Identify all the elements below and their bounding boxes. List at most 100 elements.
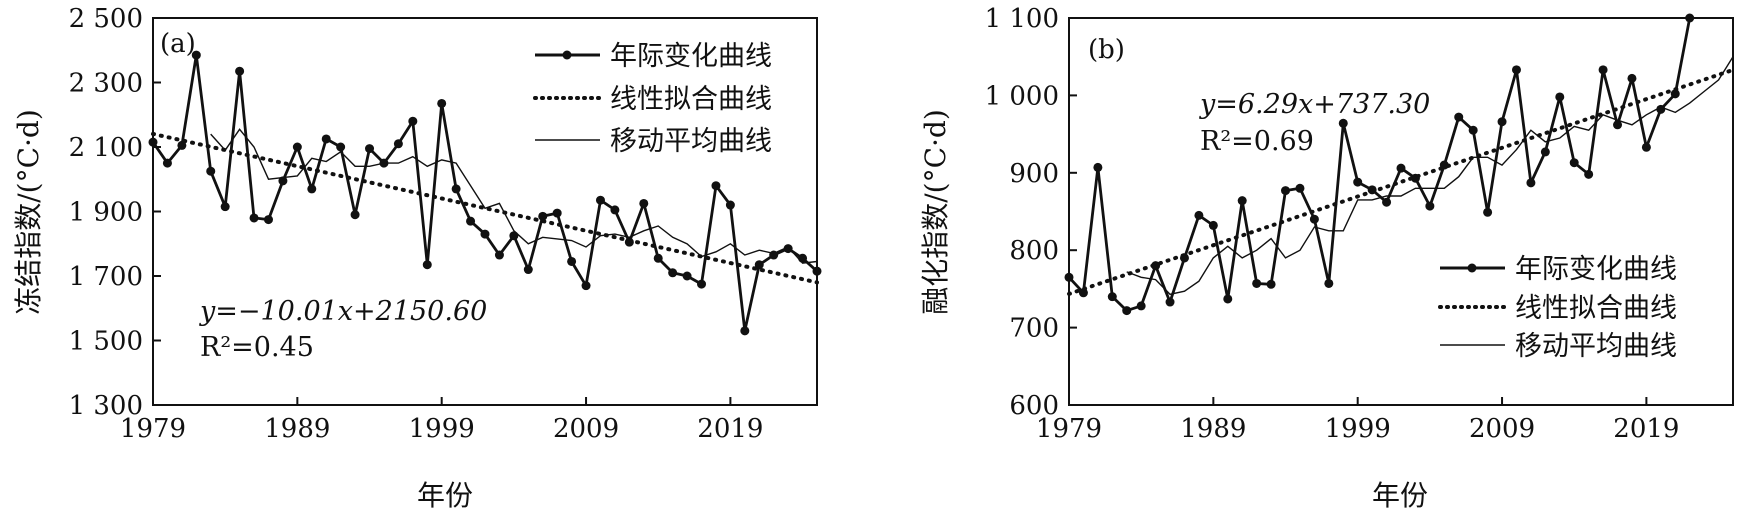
x-tick-label: 1989 — [1180, 414, 1246, 444]
data-point — [1670, 89, 1680, 99]
y-tick-label: 600 — [1009, 391, 1059, 421]
plot-frame — [1068, 17, 1734, 406]
moving-average-line — [1126, 56, 1734, 296]
data-point — [725, 200, 735, 210]
data-point — [1468, 125, 1478, 135]
data-point — [350, 210, 360, 220]
data-point — [220, 202, 230, 212]
data-point — [292, 142, 302, 152]
data-point — [1555, 92, 1565, 102]
data-point — [668, 268, 678, 278]
data-point — [408, 116, 418, 126]
regression-equation: y=6.29x+737.30 — [1199, 89, 1430, 120]
data-point — [162, 158, 172, 168]
data-point — [148, 137, 158, 147]
data-point — [177, 140, 187, 150]
data-point — [1208, 220, 1218, 230]
data-point — [1641, 142, 1651, 152]
data-point — [1454, 112, 1464, 122]
data-point — [581, 281, 591, 291]
y-axis-title: 冻结指数/(°C·d) — [12, 109, 45, 315]
y-tick-label: 800 — [1009, 236, 1059, 266]
legend-label-interannual: 年际变化曲线 — [610, 41, 772, 72]
data-point — [191, 50, 201, 60]
y-tick-label: 2 300 — [69, 69, 143, 99]
data-point — [1223, 294, 1233, 304]
data-point — [1136, 301, 1146, 311]
legend: 年际变化曲线 线性拟合曲线 移动平均曲线 — [1438, 254, 1677, 362]
data-point — [783, 244, 793, 254]
y-tick-label: 1 100 — [985, 4, 1059, 34]
thawing-index-panel: 600 700 800 900 1 000 1 100 1979 1989 1999 2009 20… — [919, 4, 1735, 512]
data-point — [1584, 169, 1594, 179]
data-point — [1569, 158, 1579, 168]
data-point — [595, 195, 605, 205]
data-point — [1526, 178, 1536, 188]
x-tick-label: 1999 — [409, 414, 475, 444]
data-point — [494, 250, 504, 260]
panel-label: (a) — [160, 29, 196, 59]
data-point — [206, 166, 216, 176]
data-point — [1540, 147, 1550, 157]
data-point — [1425, 201, 1435, 211]
legend-marker-interannual — [562, 50, 572, 60]
data-point — [682, 271, 692, 281]
axis-ticks: 1 300 1 500 1 700 1 900 2 100 2 300 2 500 1979 1… — [69, 4, 764, 444]
x-tick-label: 2019 — [1613, 414, 1679, 444]
data-point — [278, 176, 288, 186]
data-point — [740, 326, 750, 336]
data-point — [1151, 261, 1161, 271]
freezing-index-panel: 1 300 1 500 1 700 1 900 2 100 2 300 2 500 1979 1… — [12, 4, 822, 512]
y-axis-title: 融化指数/(°C·d) — [919, 109, 952, 315]
legend-label-interannual: 年际变化曲线 — [1515, 254, 1677, 285]
panel-label: (b) — [1088, 35, 1125, 65]
y-tick-label: 1 500 — [69, 327, 143, 357]
data-point — [1064, 272, 1074, 282]
x-tick-label: 1979 — [120, 414, 186, 444]
y-tick-label: 1 900 — [69, 198, 143, 228]
x-axis-title: 年份 — [417, 479, 473, 512]
data-point — [437, 98, 447, 108]
data-point — [552, 208, 562, 218]
data-point — [1107, 292, 1117, 302]
x-tick-label: 2009 — [553, 414, 619, 444]
data-point — [1382, 197, 1392, 207]
data-point — [249, 213, 259, 223]
data-point — [1237, 196, 1247, 206]
data-point — [1396, 163, 1406, 173]
data-point — [754, 260, 764, 270]
data-point — [1483, 207, 1493, 217]
y-tick-label: 1 300 — [69, 391, 143, 421]
data-point — [1093, 162, 1103, 172]
data-point — [812, 266, 822, 276]
data-point — [1338, 118, 1348, 128]
y-tick-label: 900 — [1009, 159, 1059, 189]
legend-marker-interannual — [1467, 263, 1477, 273]
data-point — [1324, 278, 1334, 288]
data-point — [422, 260, 432, 270]
data-point — [466, 216, 476, 226]
data-point — [263, 215, 273, 225]
y-tick-label: 700 — [1009, 314, 1059, 344]
data-point — [1165, 297, 1175, 307]
legend-label-linear-fit: 线性拟合曲线 — [1515, 293, 1677, 324]
series-layer — [148, 50, 822, 336]
y-tick-label: 1 700 — [69, 262, 143, 292]
data-point — [480, 229, 490, 239]
data-point — [1353, 177, 1363, 187]
legend-label-moving-average: 移动平均曲线 — [1515, 331, 1677, 362]
legend-label-moving-average: 移动平均曲线 — [610, 126, 772, 157]
data-point — [1511, 65, 1521, 75]
data-point — [523, 265, 533, 275]
legend: 年际变化曲线 线性拟合曲线 移动平均曲线 — [533, 41, 772, 157]
data-point — [798, 253, 808, 263]
data-point — [336, 142, 346, 152]
data-point — [1627, 73, 1637, 83]
x-tick-label: 1979 — [1036, 414, 1102, 444]
y-tick-label: 2 500 — [69, 4, 143, 34]
data-point — [538, 211, 548, 221]
data-point — [610, 205, 620, 215]
data-point — [1295, 183, 1305, 193]
data-point — [1685, 13, 1695, 23]
r-squared: R²=0.45 — [200, 332, 314, 363]
